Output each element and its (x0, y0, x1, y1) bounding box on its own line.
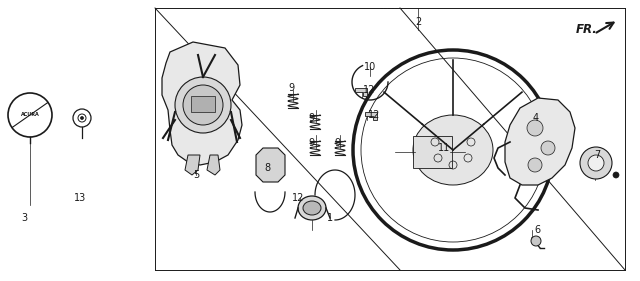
Polygon shape (365, 112, 377, 120)
Text: 1: 1 (327, 213, 333, 223)
Circle shape (580, 147, 612, 179)
Text: 6: 6 (534, 225, 540, 235)
Text: 9: 9 (288, 83, 294, 93)
Polygon shape (505, 98, 575, 185)
Text: 7: 7 (594, 150, 600, 160)
Ellipse shape (303, 201, 321, 215)
FancyBboxPatch shape (413, 136, 452, 168)
Text: 10: 10 (364, 62, 376, 72)
Circle shape (541, 141, 555, 155)
Text: 5: 5 (193, 170, 199, 180)
Circle shape (531, 236, 541, 246)
Circle shape (527, 120, 543, 136)
Polygon shape (185, 155, 200, 175)
Ellipse shape (298, 196, 326, 220)
Circle shape (81, 117, 83, 119)
Circle shape (175, 77, 231, 133)
Text: 13: 13 (74, 193, 86, 203)
Text: 4: 4 (533, 113, 539, 123)
Circle shape (613, 172, 619, 178)
Polygon shape (256, 148, 285, 182)
FancyBboxPatch shape (191, 96, 215, 112)
Polygon shape (207, 155, 220, 175)
Circle shape (183, 85, 223, 125)
Text: 12: 12 (363, 85, 375, 95)
Text: 9: 9 (308, 138, 314, 148)
Text: 3: 3 (21, 213, 27, 223)
Text: 8: 8 (264, 163, 270, 173)
Text: 12: 12 (292, 193, 304, 203)
Text: 9: 9 (334, 138, 340, 148)
Polygon shape (355, 88, 367, 96)
Polygon shape (162, 42, 242, 165)
Ellipse shape (413, 115, 493, 185)
Text: 2: 2 (415, 17, 421, 27)
Text: 12: 12 (368, 110, 380, 120)
Circle shape (528, 158, 542, 172)
Text: 9: 9 (308, 113, 314, 123)
Text: ACURA: ACURA (20, 112, 40, 117)
Text: 11: 11 (438, 143, 450, 153)
Text: FR.: FR. (576, 23, 598, 36)
Circle shape (588, 155, 604, 171)
